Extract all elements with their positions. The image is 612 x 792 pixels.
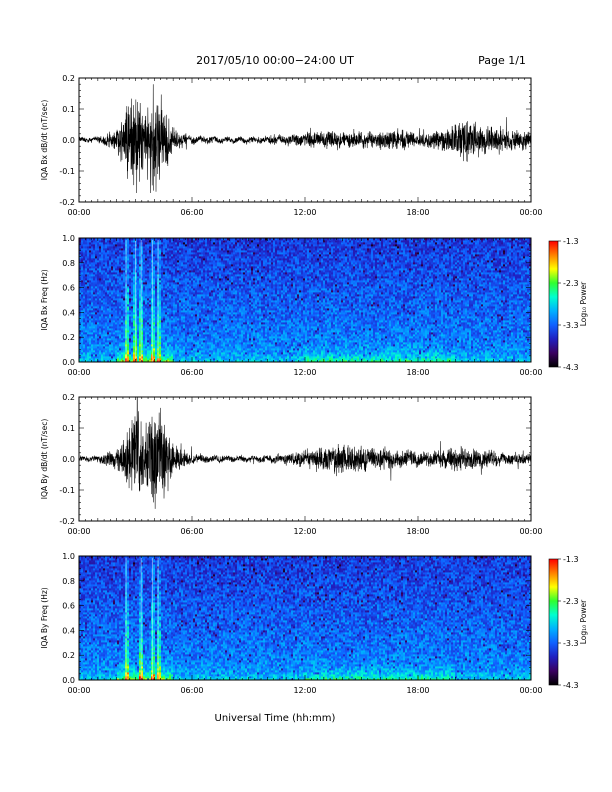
y-tick-label: 0.0	[62, 136, 75, 145]
x-tick-label: 18:00	[406, 208, 429, 217]
page-number: Page 1/1	[478, 54, 526, 67]
panel-1-timeseries: 00:00 06:00 12:00 18:00 00:00-0.2-0.10.00.10…	[40, 74, 543, 217]
y-tick-label: -0.1	[59, 167, 75, 176]
panel-2-plot-area	[79, 238, 531, 362]
x-tick-label: 12:00	[293, 208, 316, 217]
x-tick-label: 06:00	[180, 208, 203, 217]
panel-2-spectrogram: 00:00 06:00 12:00 18:00 00:000.00.20.40.60.8…	[40, 234, 588, 377]
page-title: 2017/05/10 00:00−24:00 UT	[196, 54, 354, 67]
y-tick-label: 0.1	[62, 105, 75, 114]
y-tick-label: -0.2	[59, 198, 75, 207]
panel-1-ylabel: IQA Bx dB/dt (nT/sec)	[40, 100, 49, 181]
y-tick-label: 0.2	[62, 74, 75, 83]
x-tick-label: 00:00	[519, 208, 542, 217]
panel-1-series-line	[79, 84, 531, 193]
x-tick-label: 00:00	[67, 208, 90, 217]
panel-1-plot-area	[79, 84, 531, 193]
